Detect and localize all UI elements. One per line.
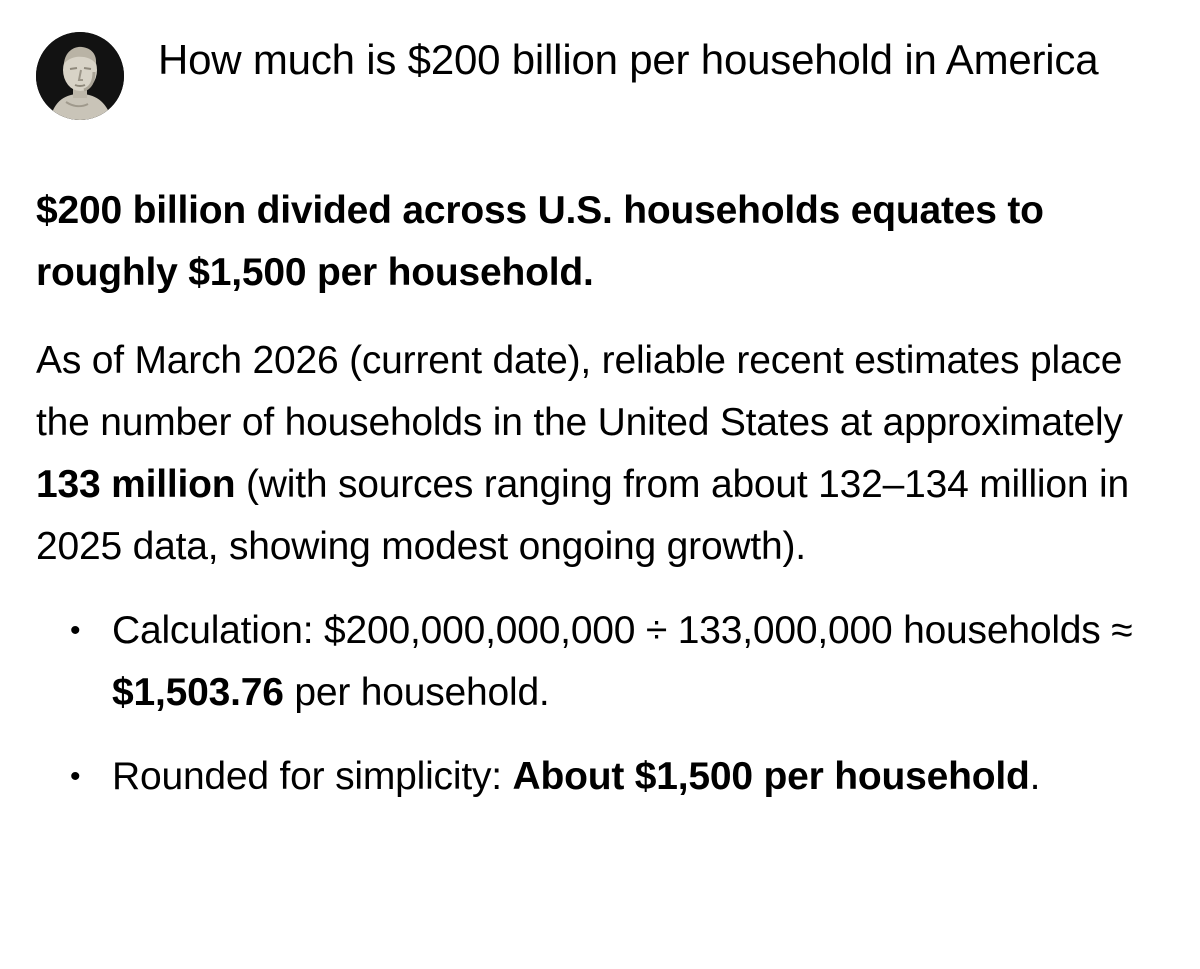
list-item: • Rounded for simplicity: About $1,500 pe… (36, 746, 1166, 808)
paragraph-highlight: 133 million (36, 463, 236, 506)
avatar[interactable] (36, 32, 124, 120)
list-item: • Calculation: $200,000,000,000 ÷ 133,000… (36, 600, 1166, 724)
bullet-text-end: per household. (283, 671, 550, 714)
user-question: How much is $200 billion per household i… (36, 28, 1166, 158)
bust-portrait-avatar-icon (36, 32, 124, 120)
paragraph-text-end: (with sources ranging from about 132–134… (36, 463, 1129, 568)
question-text: How much is $200 billion per household i… (158, 36, 1099, 83)
bullet-highlight: About $1,500 per household (512, 755, 1030, 798)
answer-summary: $200 billion divided across U.S. househo… (36, 189, 1044, 294)
paragraph-text: As of March 2026 (current date), reliabl… (36, 339, 1123, 444)
bullet-text-end: . (1029, 755, 1041, 798)
bullet-text: Calculation: $200,000,000,000 ÷ 133,000,… (112, 609, 1133, 652)
answer-bullet-list: • Calculation: $200,000,000,000 ÷ 133,000… (36, 600, 1166, 808)
bullet-dot: • (70, 760, 81, 793)
bullet-highlight: $1,503.76 (112, 671, 284, 714)
answer-paragraph: As of March 2026 (current date), reliabl… (36, 330, 1166, 578)
bullet-dot: • (70, 614, 81, 647)
assistant-answer: $200 billion divided across U.S. househo… (36, 180, 1166, 830)
bullet-text: Rounded for simplicity: (112, 755, 513, 798)
